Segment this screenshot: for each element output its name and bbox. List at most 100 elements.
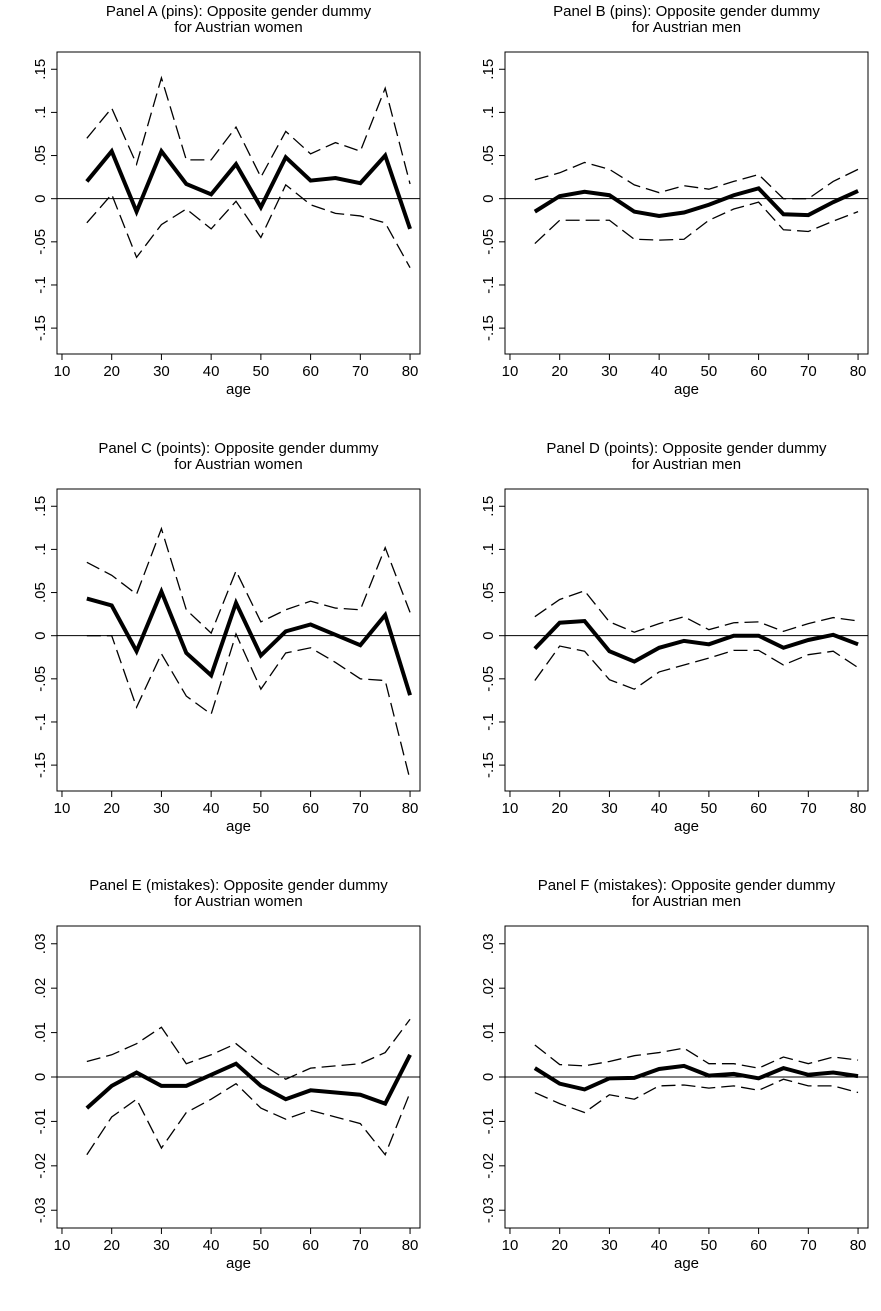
panel-title: Panel C (points): Opposite gender dummy	[98, 440, 379, 457]
x-tick-label: 20	[103, 363, 120, 380]
x-tick-label: 10	[502, 363, 519, 380]
x-tick-label: 30	[601, 1237, 618, 1254]
x-tick-label: 60	[302, 800, 319, 817]
x-tick-label: 10	[502, 800, 519, 817]
panel: Panel F (mistakes): Opposite gender dumm…	[480, 877, 869, 1272]
estimate-line	[533, 1063, 859, 1092]
y-tick-label: -.1	[480, 713, 497, 731]
x-tick-label: 20	[551, 363, 568, 380]
y-tick-label: -.1	[32, 713, 49, 731]
confidence-bound	[534, 645, 859, 690]
estimate-line	[533, 186, 859, 218]
panel: Panel E (mistakes): Opposite gender dumm…	[32, 877, 421, 1272]
panel-subtitle: for Austrian women	[174, 19, 302, 36]
panel: Panel C (points): Opposite gender dummyf…	[32, 440, 421, 835]
x-axis-label: age	[226, 381, 251, 398]
x-tick-label: 10	[54, 800, 71, 817]
panel-title: Panel D (points): Opposite gender dummy	[546, 440, 827, 457]
x-tick-label: 30	[601, 363, 618, 380]
plot-frame	[504, 488, 869, 792]
y-tick-label: .1	[32, 543, 49, 556]
x-tick-label: 10	[54, 363, 71, 380]
y-tick-label: .02	[480, 978, 497, 999]
x-tick-label: 70	[352, 363, 369, 380]
confidence-bound	[86, 75, 411, 185]
y-tick-label: .05	[32, 582, 49, 603]
x-tick-label: 30	[153, 1237, 170, 1254]
y-tick-label: .05	[480, 145, 497, 166]
estimate-line	[86, 586, 412, 696]
x-tick-label: 50	[253, 363, 270, 380]
plot-frame	[56, 51, 421, 355]
y-tick-label: -.15	[32, 752, 49, 778]
confidence-bound	[86, 1018, 411, 1080]
x-tick-label: 40	[203, 1237, 220, 1254]
y-tick-label: 0	[480, 195, 497, 203]
y-tick-label: -.05	[480, 666, 497, 692]
x-tick-label: 80	[850, 1237, 867, 1254]
panel-title: Panel B (pins): Opposite gender dummy	[553, 3, 820, 20]
panel-subtitle: for Austrian men	[632, 893, 741, 910]
y-tick-label: 0	[480, 1073, 497, 1081]
x-axis-label: age	[226, 1255, 251, 1272]
y-tick-label: -.02	[480, 1153, 497, 1179]
x-tick-label: 50	[701, 1237, 718, 1254]
y-tick-label: .03	[480, 933, 497, 954]
x-tick-label: 50	[701, 800, 718, 817]
y-tick-label: .1	[480, 543, 497, 556]
y-tick-label: 0	[32, 1073, 49, 1081]
x-axis-label: age	[674, 381, 699, 398]
y-tick-label: .01	[32, 1022, 49, 1043]
x-tick-label: 50	[253, 800, 270, 817]
x-tick-label: 70	[800, 1237, 817, 1254]
x-tick-label: 40	[203, 363, 220, 380]
y-tick-label: .15	[32, 496, 49, 517]
x-tick-label: 50	[253, 1237, 270, 1254]
y-tick-label: .1	[32, 106, 49, 119]
y-tick-label: -.1	[480, 276, 497, 294]
y-tick-label: .01	[480, 1022, 497, 1043]
y-tick-label: 0	[32, 195, 49, 203]
y-tick-label: .15	[480, 59, 497, 80]
panel-subtitle: for Austrian women	[174, 456, 302, 473]
x-tick-label: 10	[502, 1237, 519, 1254]
confidence-bound	[534, 201, 859, 245]
y-tick-label: .02	[32, 978, 49, 999]
x-tick-label: 50	[701, 363, 718, 380]
panel-subtitle: for Austrian men	[632, 456, 741, 473]
panel: Panel A (pins): Opposite gender dummyfor…	[32, 3, 421, 398]
x-tick-label: 70	[352, 800, 369, 817]
x-tick-label: 70	[800, 363, 817, 380]
y-tick-label: -.15	[32, 315, 49, 341]
y-tick-label: -.15	[480, 315, 497, 341]
y-tick-label: .15	[32, 59, 49, 80]
y-tick-label: -.05	[32, 666, 49, 692]
x-tick-label: 30	[601, 800, 618, 817]
panel-title: Panel F (mistakes): Opposite gender dumm…	[538, 877, 836, 894]
confidence-bound	[534, 590, 859, 633]
plot-frame	[504, 51, 869, 355]
x-tick-label: 30	[153, 800, 170, 817]
x-tick-label: 20	[103, 1237, 120, 1254]
y-tick-label: -.03	[480, 1197, 497, 1223]
x-tick-label: 70	[352, 1237, 369, 1254]
x-tick-label: 80	[402, 1237, 419, 1254]
confidence-bound	[534, 161, 859, 200]
x-tick-label: 80	[402, 363, 419, 380]
y-tick-label: 0	[480, 632, 497, 640]
x-tick-label: 40	[651, 800, 668, 817]
x-tick-label: 40	[203, 800, 220, 817]
x-tick-label: 80	[850, 800, 867, 817]
x-tick-label: 40	[651, 363, 668, 380]
y-tick-label: -.05	[480, 229, 497, 255]
confidence-bound	[534, 1044, 859, 1069]
x-tick-label: 60	[302, 363, 319, 380]
panel: Panel D (points): Opposite gender dummyf…	[480, 440, 869, 835]
confidence-bound	[86, 1082, 411, 1156]
x-axis-label: age	[226, 818, 251, 835]
estimate-line	[533, 618, 859, 664]
x-axis-label: age	[674, 1255, 699, 1272]
y-tick-label: 0	[32, 632, 49, 640]
panel-title: Panel A (pins): Opposite gender dummy	[106, 3, 372, 20]
x-tick-label: 60	[750, 363, 767, 380]
